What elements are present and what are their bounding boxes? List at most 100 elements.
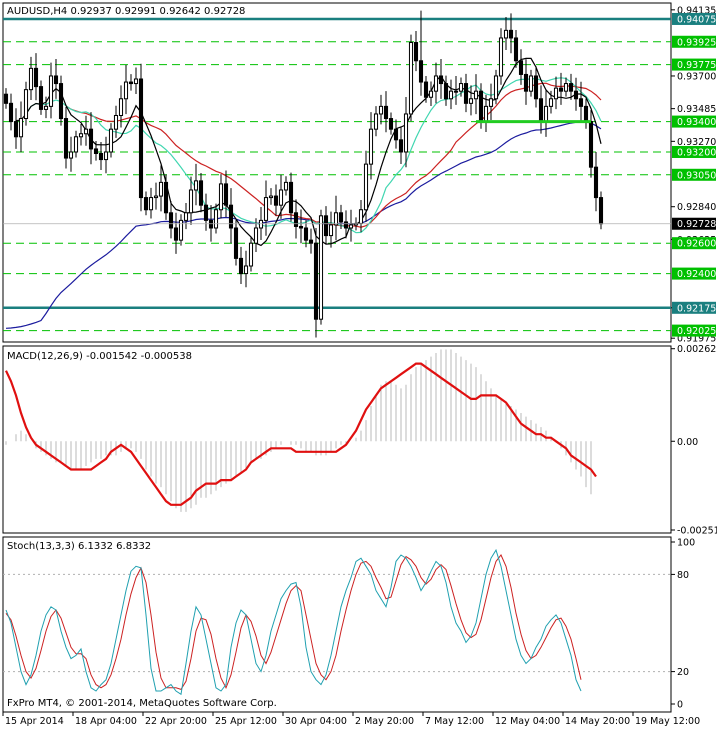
price-level-label-box [672, 324, 716, 337]
candle-body [198, 180, 204, 206]
price-axis-tick-label: 0.93270 [677, 137, 716, 148]
time-axis: 15 Apr 2014 18 Apr 04:00 22 Apr 20:00 25 Ap… [2, 712, 700, 727]
price-level-label-box [672, 145, 716, 158]
price-level-label-box [672, 115, 716, 128]
price-level-label-box [672, 267, 716, 280]
ma-red-line [65, 82, 602, 228]
candle-body [278, 189, 284, 206]
price-level-label: 0.92728 [677, 219, 716, 230]
candle-body [228, 204, 234, 229]
candle-body [103, 151, 109, 161]
candle-body [393, 128, 399, 141]
symbol-header: AUDUSD,H4 0.92937 0.92991 0.92642 0.9272… [7, 6, 245, 17]
macd-axis-tick-label: 0.002623 [677, 344, 717, 355]
candle-body [333, 212, 339, 226]
candle-body [438, 75, 444, 85]
candle-body [128, 81, 134, 85]
candle-body [433, 75, 439, 92]
candle-body [63, 118, 69, 159]
time-axis-tick-label: 30 Apr 04:00 [285, 716, 347, 727]
candle-body [223, 183, 229, 206]
candle-body [528, 75, 534, 92]
candle-body [543, 105, 549, 123]
candle-body [78, 133, 84, 138]
time-axis-tick-label: 7 May 12:00 [425, 716, 484, 727]
price-level-label: 0.92175 [677, 303, 716, 314]
price-level-label: 0.93775 [677, 60, 716, 71]
candle-body [148, 197, 154, 211]
candle-body [558, 87, 564, 92]
macd-indicator: 0.002623 0.00 -0.002515 [5, 344, 717, 537]
candle-body [43, 105, 49, 110]
price-level-label: 0.93925 [677, 37, 716, 48]
candle-body [163, 181, 169, 214]
price-axis-tick-label: 0.94135 [677, 5, 716, 16]
candle-body [318, 215, 324, 320]
candle-body [583, 105, 589, 123]
candle-body [463, 83, 469, 104]
moving-average-lines [5, 57, 602, 329]
candle-body [93, 148, 99, 154]
candle-body [253, 227, 259, 244]
candle-body [218, 183, 224, 211]
time-axis-tick-label: 15 Apr 2014 [5, 716, 64, 727]
candle-body [563, 83, 569, 92]
candle-body [468, 98, 474, 104]
time-axis-tick-label: 12 May 04:00 [495, 716, 560, 727]
time-axis-tick-label: 14 May 20:00 [565, 716, 630, 727]
candle-body [328, 224, 334, 237]
macd-signal-line [5, 362, 597, 506]
price-level-label-box [672, 217, 716, 230]
ma-black-line [15, 57, 602, 247]
candle-body [123, 81, 129, 100]
stoch-axis-tick-label: 20 [677, 667, 689, 678]
price-level-label: 0.93200 [677, 147, 716, 158]
candle-body [188, 189, 194, 214]
candle-body [293, 212, 299, 227]
candle-body [343, 221, 349, 229]
candle-body [498, 37, 504, 77]
price-level-label-box [672, 168, 716, 181]
macd-axis-tick-label: 0.00 [677, 437, 698, 448]
candle-body [368, 128, 374, 165]
candle-body [263, 197, 269, 221]
price-axis-tick-label: 0.91975 [677, 334, 716, 345]
candle-body [513, 37, 519, 62]
candle-body [268, 195, 274, 199]
candle-body [413, 42, 419, 62]
candle-body [88, 128, 94, 150]
price-axis: 0.94135 0.93700 0.93485 0.93270 0.92840 0.926… [3, 5, 716, 345]
candle-body [38, 86, 44, 110]
candle-body [598, 197, 604, 225]
candle-body [13, 121, 19, 138]
price-axis-tick-label: 0.93700 [677, 71, 716, 82]
candle-body [323, 215, 329, 237]
candle-body [593, 166, 599, 199]
candlestick-series [3, 10, 604, 338]
candle-body [493, 75, 499, 100]
candle-body [138, 78, 144, 199]
candle-body [53, 75, 59, 85]
candle-body [83, 128, 89, 135]
candle-body [193, 180, 199, 191]
candle-body [518, 60, 524, 75]
candle-body [568, 83, 574, 92]
candle-body [348, 224, 354, 229]
ma-blue-line [5, 121, 602, 329]
price-level-label: 0.93400 [677, 117, 716, 128]
candle-body [8, 102, 14, 123]
candle-body [28, 67, 34, 91]
stoch-axis-tick-label: 0 [677, 700, 683, 711]
price-level-label-box [672, 58, 716, 71]
candle-body [533, 75, 539, 100]
candle-body [158, 181, 164, 197]
candle-body [18, 118, 24, 138]
price-level-label-box [672, 12, 716, 25]
stoch-pane-frame [2, 536, 672, 713]
candle-body [3, 93, 9, 104]
candle-body [523, 73, 529, 92]
candle-body [373, 113, 379, 130]
copyright-text: FxPro MT4, © 2001-2014, MetaQuotes Softw… [7, 698, 277, 709]
candle-body [448, 90, 454, 100]
